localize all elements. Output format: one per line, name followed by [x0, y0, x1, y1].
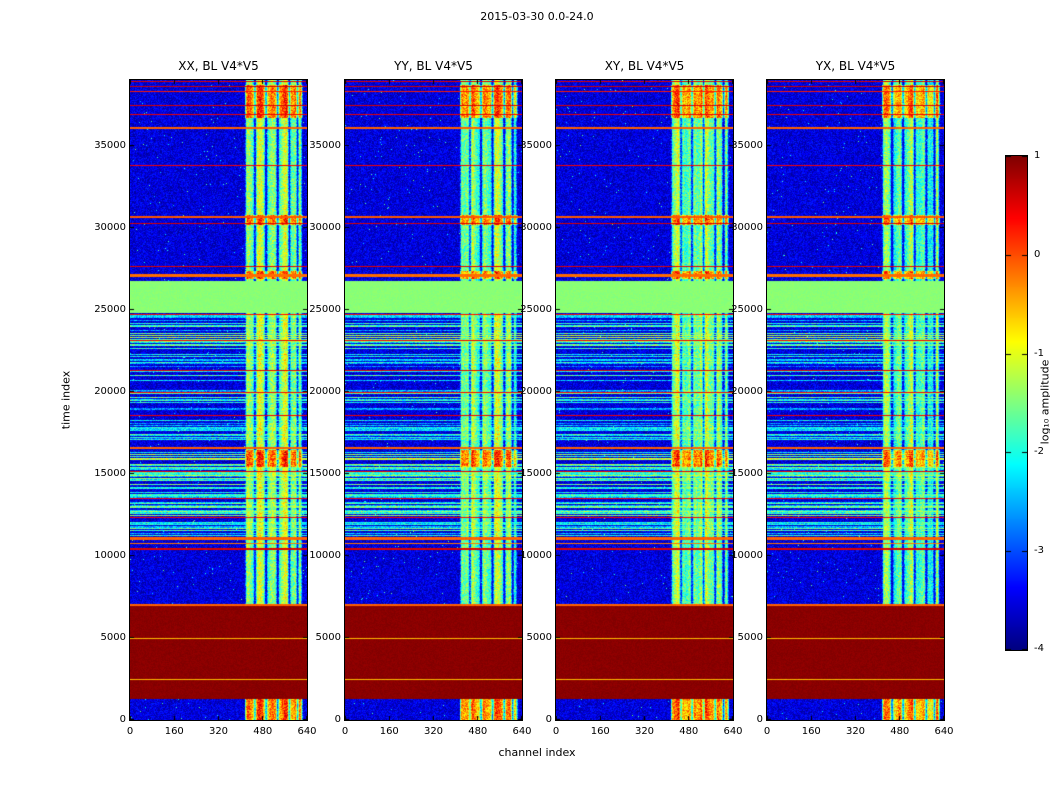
- colorbar-label: log₁₀ amplitude: [1038, 359, 1050, 445]
- x-tick-label: 640: [297, 726, 317, 737]
- x-tick-label: 160: [801, 726, 821, 737]
- y-tick-label: 20000: [731, 385, 763, 397]
- colorbar-tick-label: -4: [1034, 643, 1044, 654]
- x-tick-label: 0: [552, 726, 560, 737]
- y-tick-label: 30000: [520, 221, 552, 233]
- x-tick-label: 320: [423, 726, 444, 737]
- colorbar-tick-label: -2: [1034, 446, 1044, 457]
- heatmap-panel-1: [344, 79, 523, 721]
- y-tick-label: 35000: [520, 139, 552, 151]
- x-tick-label: 640: [934, 726, 954, 737]
- x-axis-label: channel index: [498, 746, 576, 759]
- heatmap-canvas: [767, 80, 944, 720]
- y-tick-label: 5000: [315, 631, 341, 643]
- colorbar-tick-label: 1: [1034, 150, 1041, 161]
- y-tick-label: 25000: [94, 303, 126, 315]
- y-tick-label: 10000: [309, 549, 341, 561]
- colorbar-gradient: [1006, 156, 1027, 650]
- x-tick-label: 640: [723, 726, 743, 737]
- y-tick-label: 5000: [100, 631, 126, 643]
- y-tick-label: 5000: [526, 631, 552, 643]
- heatmap-panel-2: [555, 79, 734, 721]
- x-tick-label: 0: [126, 726, 134, 737]
- heatmap-canvas: [345, 80, 522, 720]
- y-tick-label: 20000: [520, 385, 552, 397]
- y-tick-label: 15000: [731, 467, 763, 479]
- x-tick-label: 320: [634, 726, 655, 737]
- x-tick-label: 480: [679, 726, 699, 737]
- y-tick-label: 35000: [731, 139, 763, 151]
- y-tick-label: 25000: [309, 303, 341, 315]
- colorbar-tick-label: 0: [1034, 249, 1041, 260]
- y-tick-label: 30000: [731, 221, 763, 233]
- y-tick-label: 15000: [94, 467, 126, 479]
- y-tick-label: 35000: [309, 139, 341, 151]
- x-tick-label: 160: [379, 726, 399, 737]
- colorbar-tick-label: -1: [1034, 348, 1044, 359]
- x-tick-label: 320: [845, 726, 866, 737]
- y-tick-label: 0: [119, 714, 126, 725]
- panel-title: YX, BL V4*V5: [815, 59, 896, 73]
- heatmap-canvas: [556, 80, 733, 720]
- panel-title: YY, BL V4*V5: [394, 59, 473, 73]
- y-tick-label: 20000: [94, 385, 126, 397]
- x-tick-label: 0: [763, 726, 771, 737]
- x-tick-label: 0: [341, 726, 349, 737]
- x-tick-label: 480: [253, 726, 273, 737]
- figure-title: 2015-03-30 0.0-24.0: [480, 10, 594, 23]
- y-tick-label: 0: [545, 714, 552, 725]
- y-tick-label: 10000: [520, 549, 552, 561]
- x-tick-label: 480: [468, 726, 488, 737]
- x-tick-label: 320: [208, 726, 229, 737]
- y-tick-label: 35000: [94, 139, 126, 151]
- y-axis-label: time index: [59, 370, 73, 430]
- y-tick-label: 0: [756, 714, 763, 725]
- colorbar-tick-label: -3: [1034, 545, 1044, 556]
- y-tick-label: 25000: [520, 303, 552, 315]
- y-tick-label: 0: [334, 714, 341, 725]
- y-tick-label: 10000: [731, 549, 763, 561]
- y-tick-label: 20000: [309, 385, 341, 397]
- y-tick-label: 15000: [520, 467, 552, 479]
- y-tick-label: 5000: [737, 631, 763, 643]
- panel-title: XX, BL V4*V5: [178, 59, 259, 73]
- heatmap-canvas: [130, 80, 307, 720]
- x-tick-label: 480: [890, 726, 910, 737]
- y-tick-label: 30000: [309, 221, 341, 233]
- y-tick-label: 25000: [731, 303, 763, 315]
- colorbar: [1005, 155, 1028, 651]
- panel-title: XY, BL V4*V5: [604, 59, 685, 73]
- heatmap-panel-3: [766, 79, 945, 721]
- y-tick-label: 10000: [94, 549, 126, 561]
- x-tick-label: 160: [590, 726, 610, 737]
- heatmap-panel-0: [129, 79, 308, 721]
- x-tick-label: 640: [512, 726, 532, 737]
- x-tick-label: 160: [164, 726, 184, 737]
- y-tick-label: 15000: [309, 467, 341, 479]
- y-tick-label: 30000: [94, 221, 126, 233]
